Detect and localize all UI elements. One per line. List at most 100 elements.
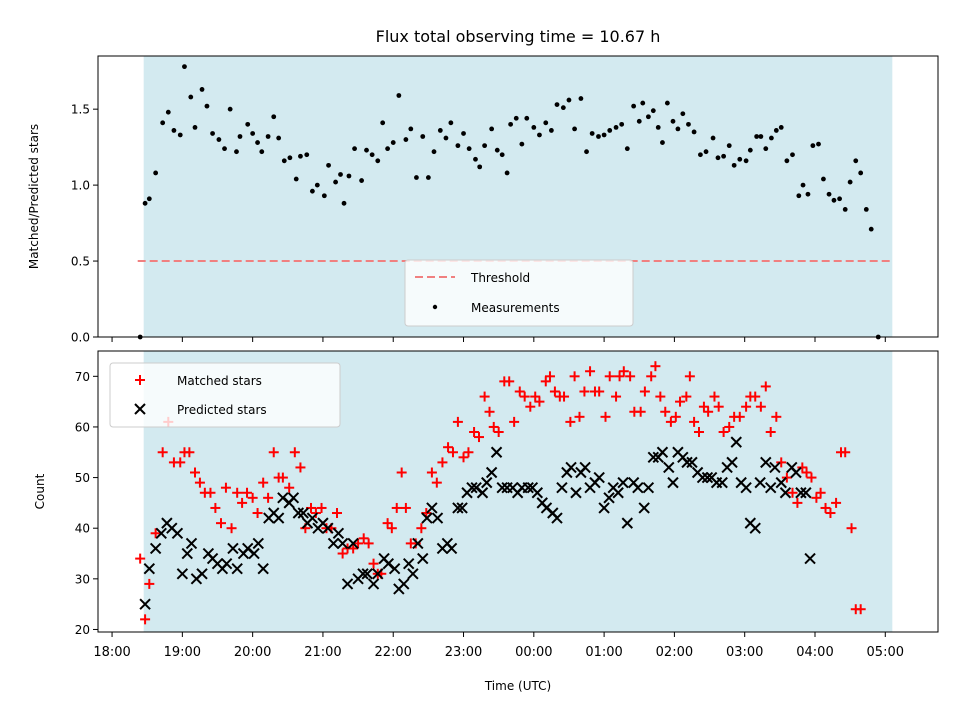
matched-star-point (713, 401, 724, 412)
matched-star-point (205, 487, 216, 498)
chart-title: Flux total observing time = 10.67 h (376, 27, 661, 46)
predicted-star-point (603, 492, 615, 504)
measurement-point (810, 143, 816, 149)
predicted-star-point (456, 502, 468, 514)
matched-star-point (755, 401, 766, 412)
measurement-point (477, 164, 483, 170)
matched-star-point (268, 447, 279, 458)
bottom-y-tick-label: 40 (75, 522, 90, 536)
measurement-point (703, 149, 709, 155)
matched-star-point (625, 371, 636, 382)
measurement-point (364, 147, 369, 153)
measurement-point (686, 121, 691, 127)
matched-star-point (242, 487, 253, 498)
measurement-point (165, 109, 171, 115)
predicted-star-point (617, 476, 629, 489)
matched-star-point (226, 523, 237, 534)
matched-star-point (689, 416, 700, 427)
predicted-star-point (407, 568, 419, 580)
matched-star-point (684, 371, 695, 382)
bottom-legend-box (109, 362, 341, 428)
top-axes-frame (97, 55, 939, 338)
predicted-star-point (621, 517, 634, 529)
predicted-star-point (490, 446, 503, 458)
legend-measurements-label: Measurements (471, 301, 560, 315)
matched-star-point (675, 396, 686, 407)
predicted-star-point (740, 481, 752, 494)
matched-star-point (337, 548, 348, 559)
predicted-star-point (248, 547, 260, 560)
predicted-star-point (570, 487, 582, 499)
predicted-star-point (642, 481, 655, 494)
legend-threshold-label: Threshold (470, 271, 530, 285)
predicted-star-point (556, 481, 568, 494)
predicted-star-point (565, 461, 577, 474)
measurement-point (380, 120, 386, 126)
predicted-star-point (398, 578, 410, 590)
predicted-star-point (696, 471, 709, 484)
matched-star-point (741, 401, 752, 412)
measurement-point (675, 126, 681, 132)
matched-star-point (210, 502, 221, 513)
matched-star-point (426, 467, 437, 478)
matched-star-point (488, 421, 499, 432)
measurement-point (482, 143, 488, 149)
matched-star-point (815, 487, 826, 498)
predicted-star-point (663, 461, 675, 474)
matched-star-point (646, 371, 657, 382)
matched-star-point (277, 472, 288, 483)
measurement-point (333, 179, 338, 185)
matched-star-point (792, 497, 803, 508)
matched-star-point (416, 523, 427, 534)
measurement-point (660, 140, 665, 145)
measurement-point (375, 158, 381, 164)
bottom-x-tick-label: 00:00 (515, 645, 552, 660)
predicted-star-point (367, 578, 380, 590)
measurement-point (265, 134, 271, 139)
predicted-star-point (155, 527, 167, 539)
matched-star-point (801, 467, 812, 478)
measurement-point (519, 141, 525, 147)
matched-star-point (220, 482, 231, 493)
matched-star-point (530, 391, 541, 402)
matched-star-point (135, 553, 146, 564)
matched-star-point (514, 386, 525, 397)
measurement-point (721, 153, 727, 159)
matched-star-point (382, 518, 393, 529)
matched-star-point (289, 447, 300, 458)
measurement-point (737, 156, 743, 162)
measurement-point (466, 146, 472, 152)
legend-matched-label: Matched stars (177, 374, 262, 388)
measurement-point (431, 149, 437, 155)
predicted-star-point (522, 481, 534, 494)
top-y-axis-label: Matched/Predicted stars (27, 124, 41, 269)
top-y-tick-label: 1.5 (71, 103, 90, 117)
measurement-point (304, 152, 310, 158)
measurement-point (796, 193, 802, 199)
bottom-x-tick-label: 23:00 (445, 645, 482, 660)
predicted-star-point (726, 456, 738, 469)
matched-star-point (368, 558, 379, 569)
predicted-star-point (231, 563, 243, 575)
top-y-axis-ticks: 0.0 0.5 1.0 1.5 (71, 103, 98, 345)
measurement-point (858, 170, 864, 176)
top-panel: 0.0 0.5 1.0 1.5 Flux total observing time =… (27, 27, 939, 345)
matched-star-point (363, 538, 374, 549)
matched-star-point (437, 457, 448, 468)
predicted-star-point (220, 557, 233, 570)
measurement-point (508, 121, 514, 127)
matched-star-point (569, 371, 580, 382)
measurement-point (524, 115, 530, 121)
measurement-point (837, 196, 842, 202)
predicted-star-point (332, 527, 345, 539)
measurement-point (560, 105, 566, 111)
measurement-point (494, 147, 500, 153)
matched-star-point (484, 406, 495, 417)
predicted-star-point (412, 537, 424, 550)
matched-star-point (846, 523, 857, 534)
matched-star-point (549, 386, 560, 397)
measurement-point (222, 146, 227, 152)
measurement-point (346, 173, 352, 179)
measurement-point (210, 131, 215, 136)
measurement-point (640, 100, 646, 106)
